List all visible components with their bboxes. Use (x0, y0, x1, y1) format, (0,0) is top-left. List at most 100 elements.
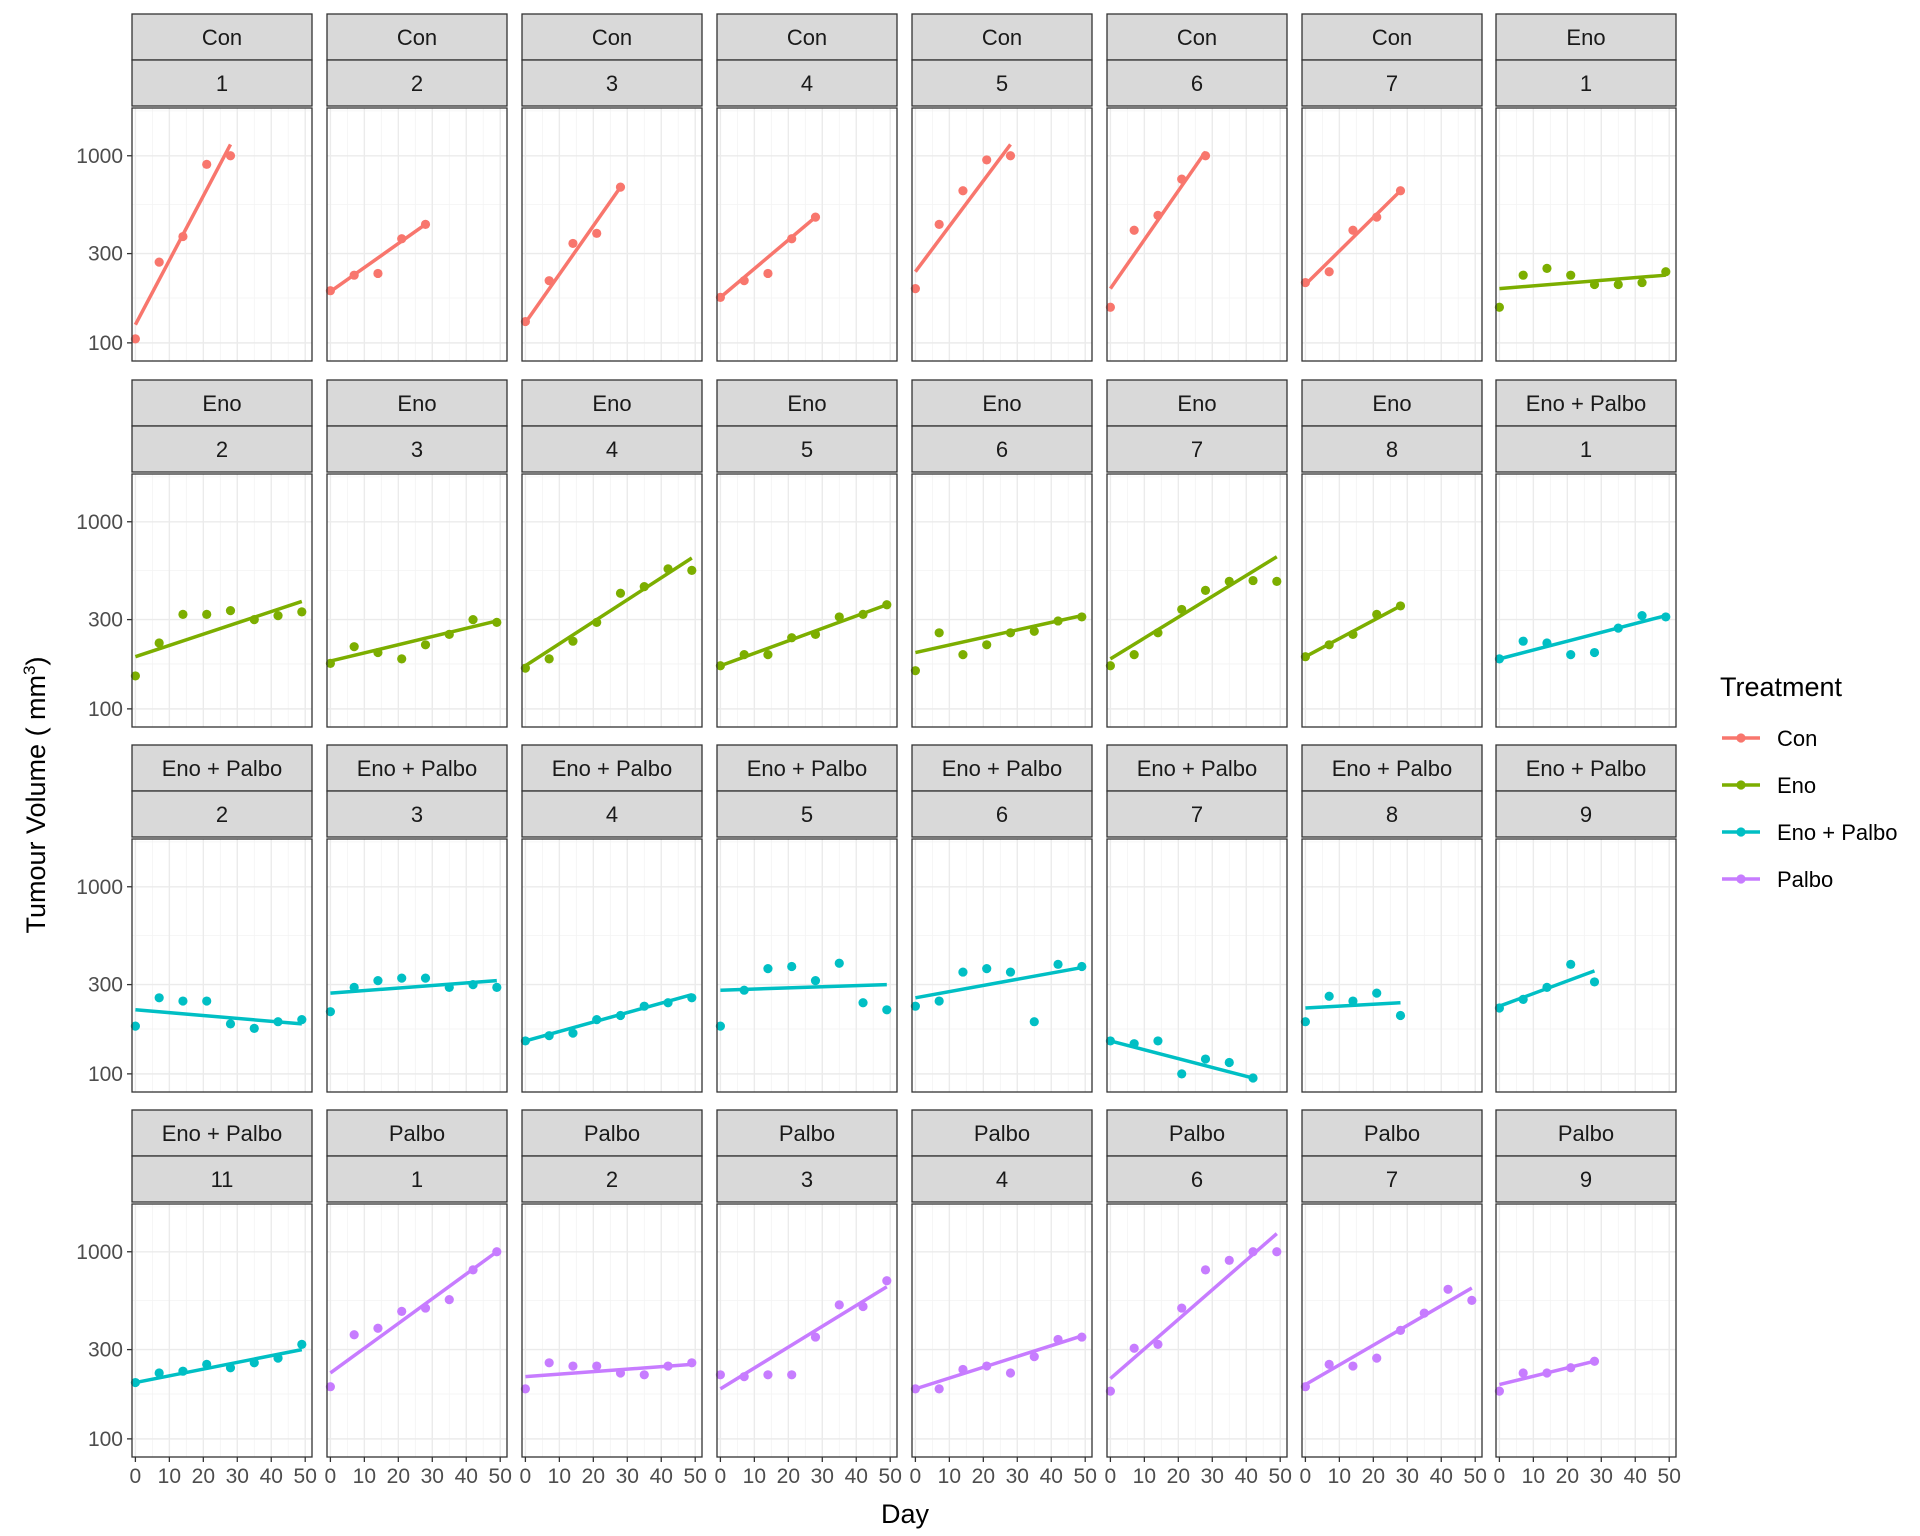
grid (912, 839, 1092, 1092)
data-point (934, 219, 944, 229)
strip-treatment-bg (326, 379, 508, 427)
strip-id-bg (716, 59, 898, 107)
strip-id-bg (911, 425, 1093, 473)
fit-line (329, 619, 498, 663)
y-tick-label: 300 (88, 1339, 123, 1362)
panel-background (1302, 108, 1482, 361)
data-point (202, 609, 212, 619)
x-tick-label: 10 (1328, 1465, 1351, 1488)
panel-background (1496, 839, 1676, 1092)
strip-treatment-label: Eno + Palbo (552, 756, 672, 781)
panel-background (1302, 474, 1482, 727)
data-point (1005, 967, 1016, 977)
strip-id-label: 5 (996, 71, 1008, 96)
data-point (1153, 210, 1163, 221)
data-point (1589, 279, 1600, 290)
x-tick-label: 20 (972, 1465, 995, 1488)
data-point (1224, 1255, 1234, 1265)
data-point (834, 612, 844, 622)
grid (1496, 474, 1676, 727)
legend-items: Con Eno Eno + Palbo Palbo (1722, 726, 1897, 892)
grid (1107, 474, 1287, 727)
strip-id-bg (1495, 790, 1677, 838)
x-tick-label: 50 (1464, 1465, 1487, 1488)
data-point (273, 611, 283, 621)
y-tick-label: 1000 (76, 876, 123, 899)
x-tick-label: 20 (387, 1465, 410, 1488)
data-point (958, 186, 968, 196)
panel-border (1495, 838, 1677, 1093)
panel-border (911, 107, 1093, 362)
data-point (1518, 636, 1528, 646)
data-point (420, 219, 431, 229)
strip-id-label: 5 (801, 437, 813, 462)
data-point (763, 1370, 773, 1380)
legend-title: Treatment (1720, 672, 1843, 702)
strip-treatment-label: Con (787, 25, 827, 50)
data-point (325, 1007, 335, 1017)
panel-background (1302, 839, 1482, 1092)
data-point (349, 642, 359, 652)
panel-border (911, 473, 1093, 728)
legend-item: Con (1722, 726, 1817, 751)
strip-id-label: 3 (606, 71, 618, 96)
strip-treatment-bg (131, 1109, 313, 1157)
strip-id-bg (131, 790, 313, 838)
data-point (1105, 661, 1115, 671)
data-point (763, 964, 773, 974)
data-point (178, 231, 188, 242)
fit-line (914, 1334, 1083, 1391)
data-point (763, 650, 773, 660)
panel-24: Eno + Palbo 9 (1494, 744, 1677, 1093)
data-point (225, 151, 236, 161)
x-tick-label: 50 (879, 1465, 902, 1488)
panel-15: Eno 8 (1300, 379, 1483, 728)
strip-treatment-label: Eno + Palbo (747, 756, 867, 781)
strip-treatment-bg (326, 1109, 508, 1157)
x-tick-label: 20 (1167, 1465, 1190, 1488)
panel-border (521, 107, 703, 362)
panel-5: Con 5 (910, 13, 1093, 362)
data-point (615, 588, 626, 598)
data-point (1200, 1265, 1211, 1275)
strip-id-bg (521, 59, 703, 107)
strip-id-label: 7 (1386, 1167, 1398, 1192)
panel-background (717, 474, 897, 727)
x-tick-label: 40 (1430, 1465, 1453, 1488)
strip-id-bg (131, 1155, 313, 1203)
strip-id-bg (716, 425, 898, 473)
data-point (1248, 1073, 1258, 1083)
strip-id-label: 8 (1386, 802, 1398, 827)
panel-18: Eno + Palbo 3 (325, 744, 508, 1093)
data-point (910, 1384, 920, 1394)
data-point (1129, 1343, 1139, 1353)
data-point (178, 1366, 188, 1376)
x-tick-label: 40 (1235, 1465, 1258, 1488)
strip-treatment-bg (1106, 13, 1288, 61)
strip-treatment-bg (911, 1109, 1093, 1157)
data-point (349, 982, 359, 992)
strip-treatment-label: Eno (202, 391, 241, 416)
panel-background (717, 1204, 897, 1457)
data-point (1348, 629, 1358, 640)
data-point (468, 614, 478, 625)
data-point (154, 638, 164, 648)
data-point (592, 617, 602, 627)
x-tick-label: 50 (1074, 1465, 1097, 1488)
panel-background (522, 1204, 702, 1457)
grid (1107, 108, 1287, 361)
strip-id-label: 6 (996, 437, 1008, 462)
data-point (1637, 277, 1647, 288)
x-tick-label: 40 (1040, 1465, 1063, 1488)
data-point (910, 1001, 920, 1011)
strip-treatment-bg (326, 744, 508, 792)
grid (522, 1204, 702, 1457)
x-tick-label: 10 (743, 1465, 766, 1488)
grid (912, 1204, 1092, 1457)
x-tick-label: 10 (353, 1465, 376, 1488)
panel-7: Con 7 (1300, 13, 1483, 362)
data-point (1348, 1361, 1358, 1371)
panel-16: Eno + Palbo 1 (1494, 379, 1677, 728)
strip-id-label: 2 (606, 1167, 618, 1192)
